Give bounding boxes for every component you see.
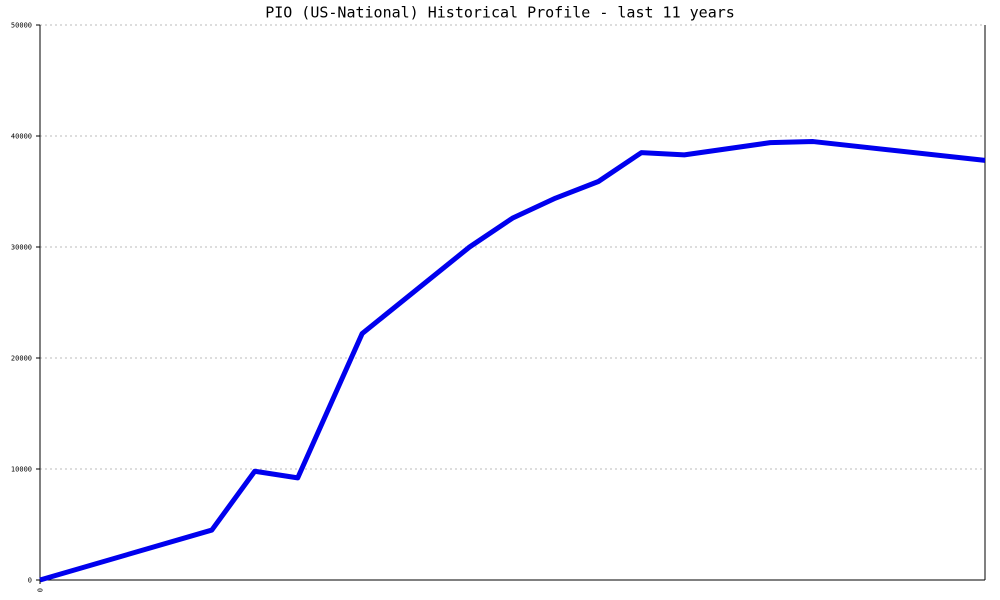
chart-title: PIO (US-National) Historical Profile - l… [265, 4, 735, 22]
y-tick-label: 30000 [11, 244, 32, 252]
y-tick-label: 0 [28, 577, 32, 585]
y-tick-label: 20000 [11, 355, 32, 363]
y-tick-label: 40000 [11, 133, 32, 141]
y-tick-label: 50000 [11, 22, 32, 30]
y-tick-label: 10000 [11, 466, 32, 474]
x-tick-label: 0 [37, 588, 45, 592]
data-line [39, 139, 986, 583]
